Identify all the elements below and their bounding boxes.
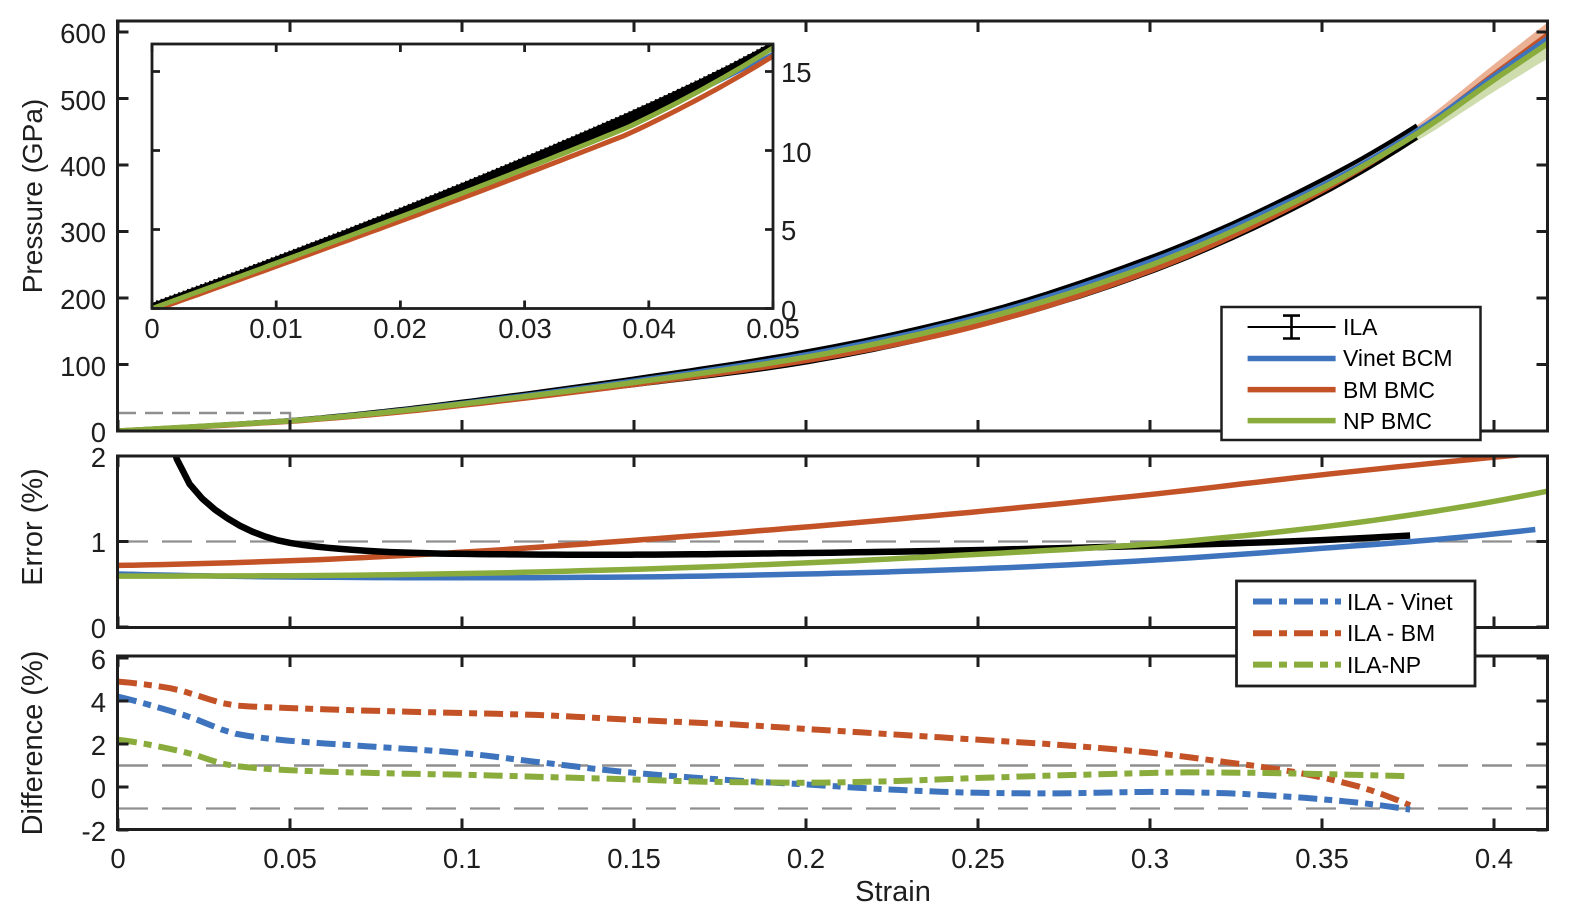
svg-text:Pressure (GPa): Pressure (GPa) [17, 99, 48, 294]
svg-text:BM BMC: BM BMC [1343, 377, 1435, 403]
svg-text:NP BMC: NP BMC [1343, 408, 1432, 434]
svg-text:2: 2 [91, 730, 106, 761]
svg-text:4: 4 [91, 687, 106, 718]
svg-text:5: 5 [781, 215, 796, 246]
svg-text:0: 0 [91, 773, 106, 804]
svg-text:0: 0 [91, 417, 106, 448]
svg-text:600: 600 [60, 18, 106, 49]
svg-text:0.4: 0.4 [1475, 843, 1513, 874]
svg-text:0.05: 0.05 [263, 843, 317, 874]
svg-text:400: 400 [60, 151, 106, 182]
svg-text:ILA: ILA [1343, 314, 1378, 340]
svg-text:ILA - BM: ILA - BM [1347, 620, 1435, 646]
svg-text:0: 0 [781, 295, 796, 326]
svg-text:0.3: 0.3 [1131, 843, 1169, 874]
svg-text:100: 100 [60, 351, 106, 382]
svg-text:15: 15 [781, 57, 812, 88]
svg-text:Error (%): Error (%) [17, 468, 49, 586]
svg-text:0.35: 0.35 [1295, 843, 1349, 874]
svg-text:Strain: Strain [855, 876, 931, 908]
svg-text:0.04: 0.04 [622, 313, 676, 344]
svg-text:Vinet BCM: Vinet BCM [1343, 345, 1453, 371]
svg-text:0.05: 0.05 [746, 313, 800, 344]
svg-text:0: 0 [110, 843, 125, 874]
svg-text:0: 0 [91, 613, 106, 644]
svg-text:2: 2 [91, 442, 106, 473]
svg-text:0: 0 [144, 313, 159, 344]
svg-text:0.1: 0.1 [443, 843, 481, 874]
svg-text:0.03: 0.03 [498, 313, 552, 344]
svg-text:Difference (%): Difference (%) [17, 651, 49, 836]
svg-text:500: 500 [60, 85, 106, 116]
svg-text:0.2: 0.2 [787, 843, 825, 874]
svg-text:0.15: 0.15 [607, 843, 661, 874]
svg-text:300: 300 [60, 217, 106, 248]
svg-text:ILA - Vinet: ILA - Vinet [1347, 589, 1453, 615]
svg-text:200: 200 [60, 284, 106, 315]
svg-text:1: 1 [91, 527, 106, 558]
svg-text:-2: -2 [82, 816, 106, 847]
svg-text:10: 10 [781, 137, 812, 168]
svg-text:0.01: 0.01 [249, 313, 303, 344]
svg-text:ILA-NP: ILA-NP [1347, 652, 1421, 678]
svg-text:6: 6 [91, 644, 106, 675]
svg-text:0.25: 0.25 [951, 843, 1005, 874]
svg-text:0.02: 0.02 [373, 313, 427, 344]
